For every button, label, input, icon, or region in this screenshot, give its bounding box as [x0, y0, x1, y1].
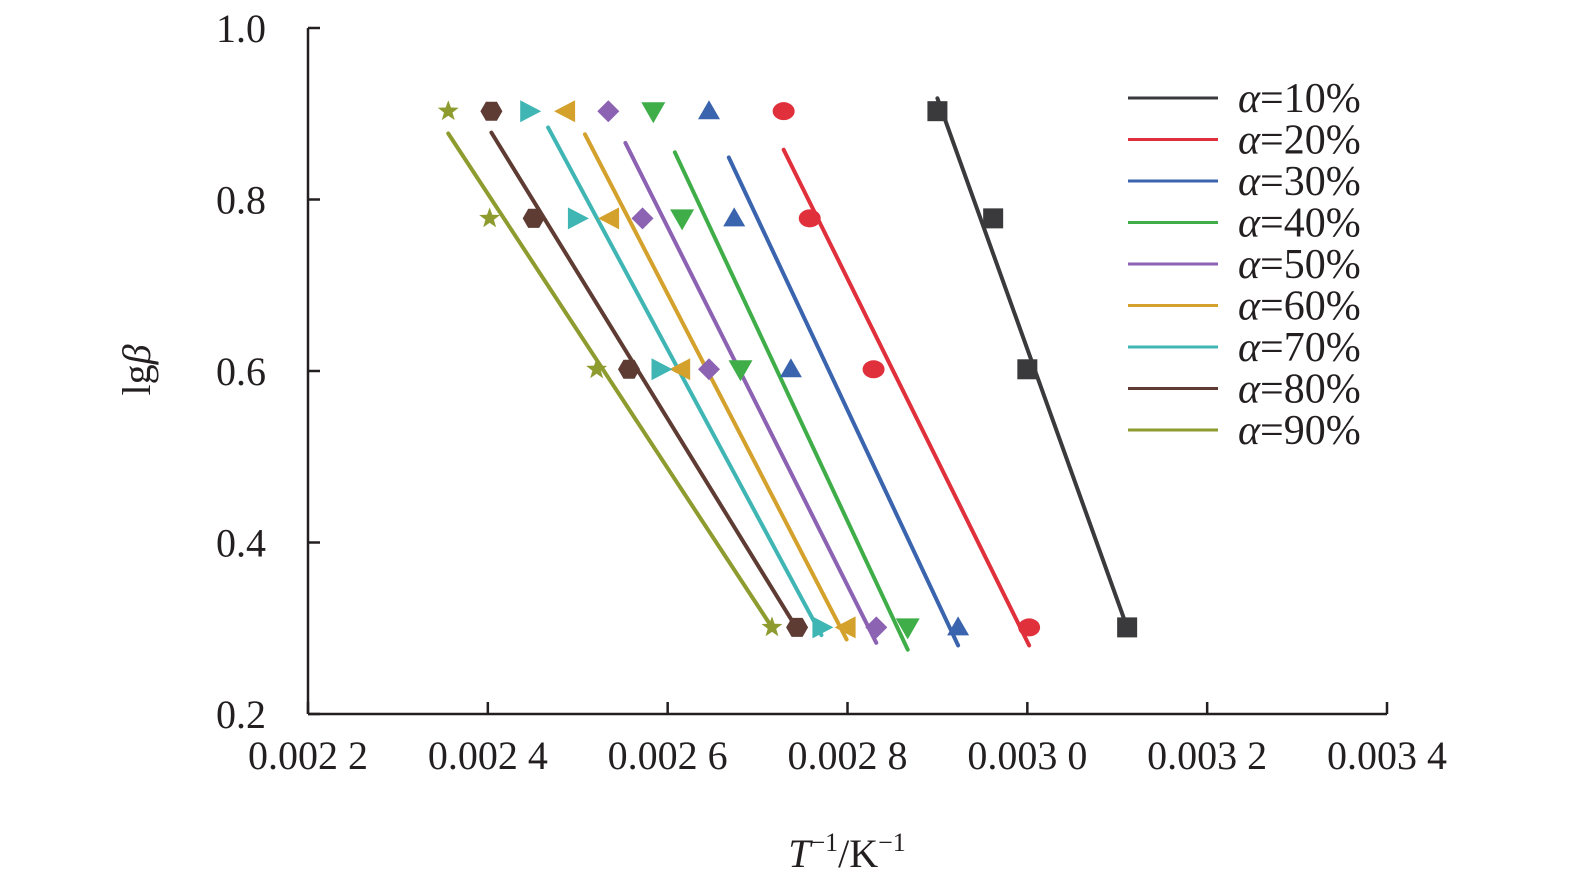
marker-triangle-right: [567, 207, 589, 230]
marker-triangle-left: [554, 100, 576, 123]
marker-square: [1117, 617, 1138, 638]
marker-triangle-up: [723, 207, 746, 227]
marker-triangle-down: [670, 209, 695, 231]
marker-triangle-right: [812, 616, 834, 639]
fit-line: [446, 131, 774, 630]
legend-label: α=90%: [1238, 408, 1361, 454]
marker-circle: [798, 209, 821, 228]
svg-text:lgβ: lgβ: [114, 344, 159, 395]
x-axis-title-var: T: [788, 831, 813, 876]
x-tick-label: 0.003 0: [967, 733, 1087, 778]
x-tick-label: 0.003 2: [1147, 733, 1267, 778]
legend-label: α=50%: [1238, 242, 1361, 288]
legend-label: α=30%: [1238, 159, 1361, 205]
legend: α=10%α=20%α=30%α=40%α=50%α=60%α=70%α=80%…: [1128, 76, 1361, 454]
marker-diamond: [597, 100, 620, 123]
y-tick-label: 0.8: [216, 178, 266, 223]
y-tick-label: 1.0: [216, 6, 266, 51]
legend-label: α=70%: [1238, 325, 1361, 371]
marker-triangle-left: [834, 616, 856, 639]
fit-line: [781, 147, 1032, 648]
x-tick-label: 0.002 8: [788, 733, 908, 778]
marker-star: [437, 100, 459, 121]
marker-diamond: [698, 358, 720, 381]
y-axis-title: lgβ: [114, 344, 159, 395]
legend-label: α=10%: [1238, 76, 1361, 122]
marker-circle: [862, 360, 885, 379]
marker-circle: [772, 102, 795, 121]
y-axis-title-var: β: [114, 344, 159, 365]
legend-label: α=60%: [1238, 284, 1361, 330]
axes: 0.2 0.4 0.6 0.8 1.0 0.002 2 0.002 4 0.002 6 0.00…: [216, 6, 1447, 778]
fit-line: [623, 140, 879, 645]
marker-diamond: [631, 207, 654, 230]
x-axis-title-unit: /K: [838, 831, 878, 876]
x-tick-label: 0.003 4: [1327, 733, 1447, 778]
fit-line: [672, 150, 910, 652]
marker-triangle-right: [520, 100, 542, 123]
y-tick-label: 0.4: [216, 521, 266, 566]
marker-triangle-down: [895, 618, 920, 640]
y-axis-title-main: lg: [114, 364, 159, 395]
x-axis-title-sup1: −1: [810, 828, 838, 857]
marker-star: [586, 358, 608, 379]
data-markers: [437, 100, 1138, 640]
fit-line: [726, 155, 961, 648]
marker-square: [983, 208, 1004, 229]
fit-line: [582, 132, 849, 642]
y-tick-label: 0.2: [216, 692, 266, 737]
marker-hexagon: [786, 617, 809, 637]
legend-label: α=80%: [1238, 367, 1361, 413]
x-tick-label: 0.002 6: [608, 733, 728, 778]
marker-square: [927, 101, 948, 122]
x-tick-label: 0.002 4: [428, 733, 548, 778]
legend-label: α=20%: [1238, 118, 1361, 164]
marker-star: [479, 207, 501, 228]
legend-label: α=40%: [1238, 201, 1361, 247]
marker-triangle-right: [651, 358, 673, 381]
marker-hexagon: [618, 359, 640, 379]
x-axis-title: T−1/K−1: [788, 828, 906, 876]
marker-star: [761, 616, 783, 637]
marker-triangle-down: [641, 102, 666, 124]
marker-triangle-left: [669, 358, 691, 381]
marker-hexagon: [522, 208, 545, 228]
marker-circle: [1018, 618, 1041, 637]
marker-square: [1017, 359, 1038, 380]
marker-triangle-up: [947, 616, 970, 636]
marker-diamond: [865, 616, 888, 639]
marker-triangle-left: [598, 207, 620, 230]
marker-triangle-up: [698, 100, 720, 120]
x-axis-title-sup2: −1: [878, 828, 906, 857]
fit-line: [546, 125, 824, 638]
marker-hexagon: [480, 101, 503, 121]
marker-triangle-up: [779, 358, 802, 378]
x-tick-label: 0.002 2: [248, 733, 368, 778]
y-tick-label: 0.6: [216, 349, 266, 394]
marker-triangle-down: [728, 360, 753, 382]
